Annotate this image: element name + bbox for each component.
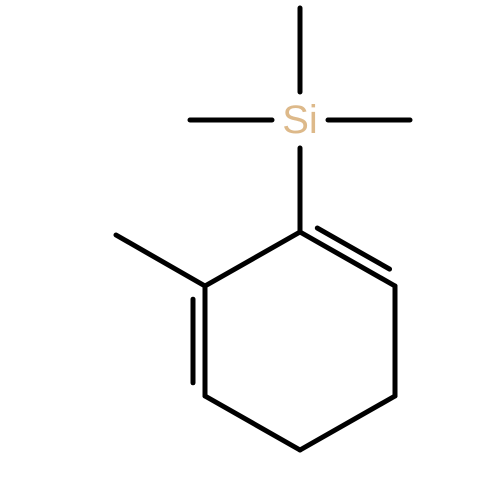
chemical-structure-diagram: Si <box>0 0 500 500</box>
atoms-group: Si <box>282 98 318 142</box>
molecule-svg: Si <box>0 0 500 500</box>
si-label: Si <box>282 98 318 142</box>
bonds-group <box>116 8 410 450</box>
